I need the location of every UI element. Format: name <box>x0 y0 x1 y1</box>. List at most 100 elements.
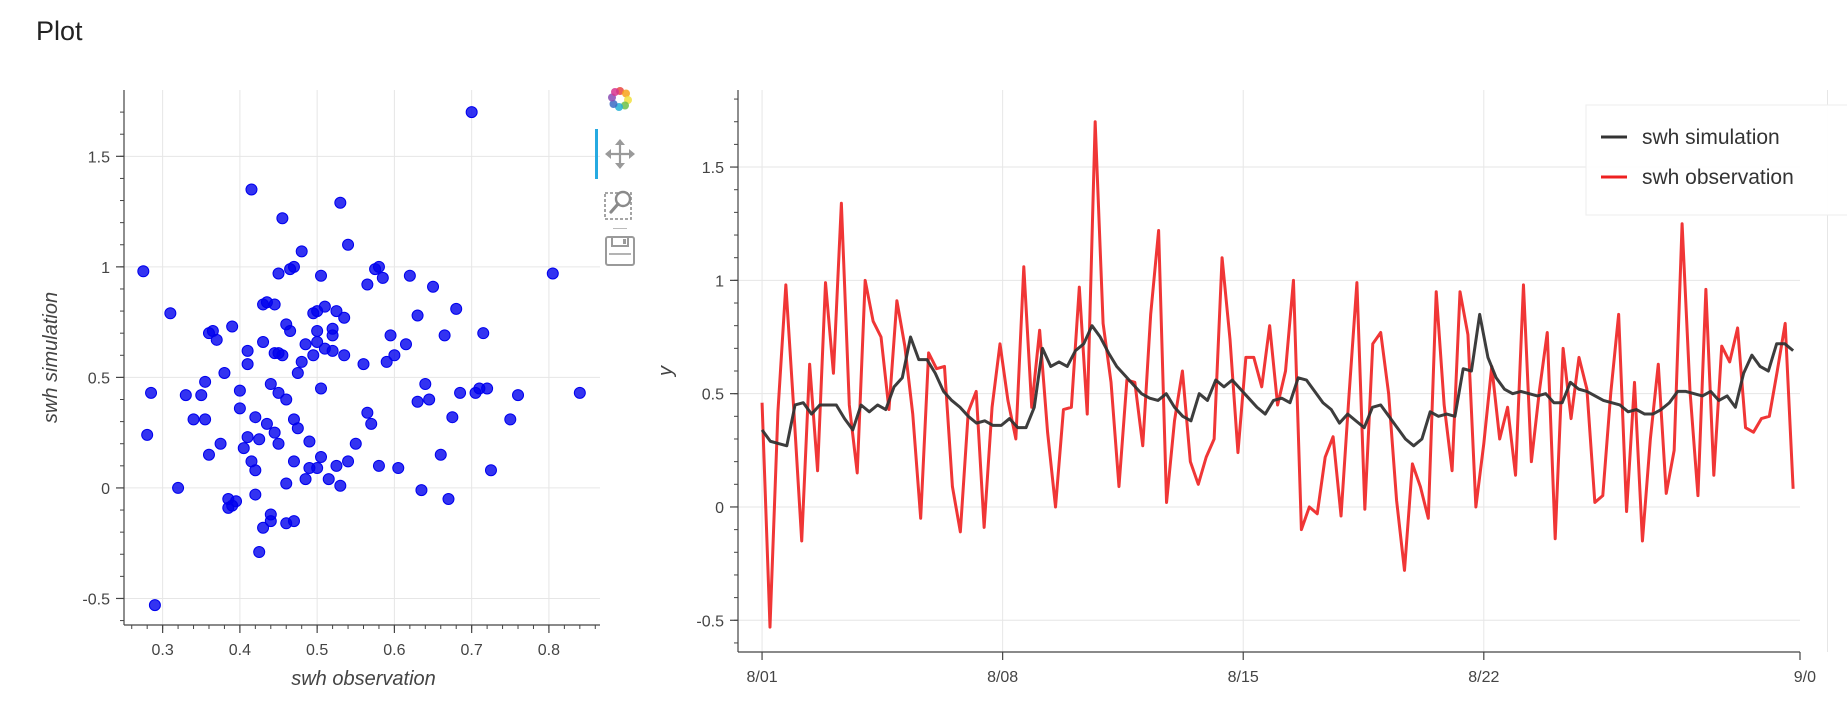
scatter-point <box>291 366 304 379</box>
legend-label: swh observation <box>1642 166 1794 189</box>
scatter-x-tick-label: 0.8 <box>538 642 560 659</box>
scatter-grid <box>124 90 600 625</box>
scatter-point <box>315 450 328 463</box>
scatter-point <box>291 422 304 435</box>
pan-icon[interactable] <box>603 137 637 171</box>
scatter-point <box>326 344 339 357</box>
scatter-x-tick-label: 0.4 <box>229 642 251 659</box>
line-legend: swh simulation swh observation <box>1585 104 1847 216</box>
scatter-point <box>272 437 285 450</box>
scatter-point <box>241 358 254 371</box>
scatter-point <box>237 442 250 455</box>
scatter-point <box>477 327 490 340</box>
scatter-point <box>299 473 312 486</box>
scatter-point <box>249 411 262 424</box>
scatter-y-tick-label: 0.5 <box>88 370 110 387</box>
scatter-point <box>334 479 347 492</box>
scatter-point <box>380 355 393 368</box>
scatter-point <box>392 462 405 475</box>
scatter-point <box>512 389 525 402</box>
scatter-point <box>450 302 463 315</box>
scatter-point <box>376 271 389 284</box>
scatter-point <box>334 196 347 209</box>
line-y-tick-label: 0 <box>715 500 724 517</box>
scatter-point <box>504 413 517 426</box>
scatter-point <box>361 406 374 419</box>
scatter-point <box>287 515 300 528</box>
scatter-point <box>141 428 154 441</box>
scatter-point <box>164 307 177 320</box>
scatter-point <box>295 355 308 368</box>
scatter-point <box>253 433 266 446</box>
scatter-point <box>148 599 161 612</box>
scatter-y-tick-label: 0 <box>101 481 110 498</box>
scatter-point <box>573 386 586 399</box>
scatter-point <box>268 426 281 439</box>
scatter-point <box>218 366 231 379</box>
line-series-simulation <box>760 312 1795 448</box>
scatter-x-tick-label: 0.6 <box>383 642 405 659</box>
scatter-point <box>272 267 285 280</box>
scatter-point <box>330 305 343 318</box>
scatter-point <box>299 338 312 351</box>
scatter-point <box>287 260 300 273</box>
line-plot[interactable]: -0.5 0 0.5 1 1.5 8/01 8/08 8/15 8/22 9/0 y swh si… <box>655 90 1847 686</box>
scatter-point <box>442 492 455 505</box>
scatter-point <box>484 464 497 477</box>
scatter-point <box>427 280 440 293</box>
line-series-observation <box>760 120 1795 629</box>
scatter-point <box>361 278 374 291</box>
scatter-point <box>415 484 428 497</box>
scatter-point <box>311 462 324 475</box>
scatter-point <box>260 417 273 430</box>
save-icon[interactable] <box>603 234 637 268</box>
page-title: Plot <box>36 16 83 46</box>
scatter-point <box>411 395 424 408</box>
scatter-point <box>388 349 401 362</box>
scatter-point <box>172 481 185 494</box>
scatter-point <box>326 322 339 335</box>
scatter-point <box>179 389 192 402</box>
scatter-point <box>330 459 343 472</box>
scatter-point <box>195 389 208 402</box>
scatter-point <box>210 333 223 346</box>
scatter-point <box>481 382 494 395</box>
scatter-point <box>137 265 150 278</box>
scatter-point <box>199 413 212 426</box>
scatter-point <box>145 386 158 399</box>
scatter-point <box>342 455 355 468</box>
scatter-point <box>372 260 385 273</box>
scatter-point <box>272 386 285 399</box>
legend-label: swh simulation <box>1642 126 1780 149</box>
scatter-point <box>202 327 215 340</box>
scatter-point <box>446 411 459 424</box>
scatter-point <box>338 311 351 324</box>
scatter-x-axis-label: swh observation <box>291 668 436 690</box>
scatter-point <box>287 455 300 468</box>
bokeh-logo-icon[interactable] <box>603 82 637 116</box>
scatter-axes: 0.3 0.4 0.5 0.6 0.7 0.8 -0.5 0 0.5 1 1.5 <box>82 90 600 659</box>
scatter-point <box>303 435 316 448</box>
scatter-point <box>226 320 239 333</box>
line-x-tick-label: 9/0 <box>1794 669 1816 686</box>
scatter-point <box>546 267 559 280</box>
scatter-point <box>438 329 451 342</box>
scatter-point <box>276 349 289 362</box>
scatter-point <box>311 324 324 337</box>
scatter-point <box>399 338 412 351</box>
scatter-point <box>338 349 351 362</box>
line-y-tick-label: 0.5 <box>702 387 724 404</box>
scatter-y-tick-label: 1 <box>101 260 110 277</box>
scatter-point <box>214 437 227 450</box>
scatter-plot[interactable]: 0.3 0.4 0.5 0.6 0.7 0.8 -0.5 0 0.5 1 1.5 swh obser… <box>0 0 600 703</box>
box-zoom-icon[interactable] <box>603 187 637 221</box>
scatter-point <box>384 329 397 342</box>
scatter-point <box>264 378 277 391</box>
scatter-point <box>280 477 293 490</box>
toolbar-divider <box>613 228 627 229</box>
scatter-y-tick-label: -0.5 <box>82 591 110 608</box>
legend-box <box>1585 104 1847 216</box>
line-y-axis-label: y <box>655 365 677 378</box>
scatter-point <box>241 344 254 357</box>
scatter-point <box>253 546 266 559</box>
